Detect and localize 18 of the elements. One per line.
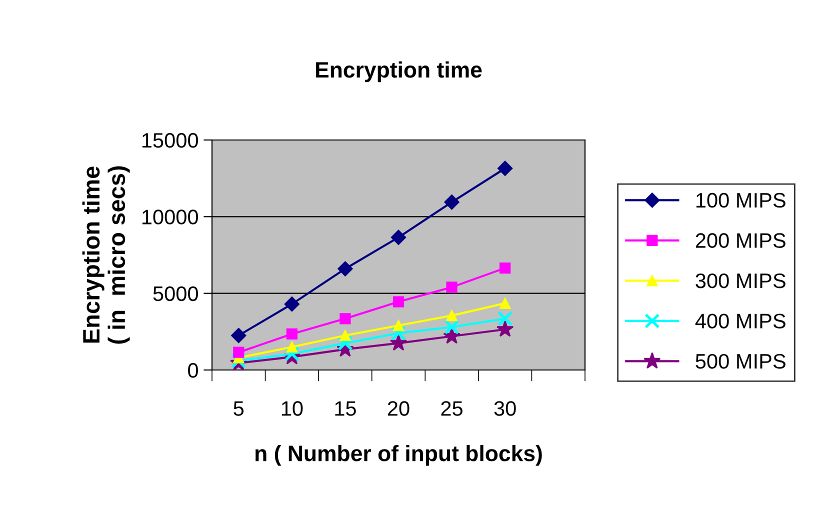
x-tick-label: 5: [234, 401, 244, 416]
y-axis-title: Encryption time ( in micro secs): [82, 166, 130, 344]
x-tick-label: 30: [494, 401, 516, 416]
y-tick-label: 15000: [142, 133, 198, 148]
legend-label: 100 MIPS: [696, 192, 786, 208]
legend-label: 400 MIPS: [695, 314, 786, 328]
x-tick-label: 20: [388, 401, 410, 416]
legend-label: 200 MIPS: [696, 233, 786, 248]
y-tick-label: 10000: [142, 210, 198, 224]
y-tick-label: 5000: [153, 286, 198, 302]
legend-label: 300 MIPS: [696, 273, 786, 288]
x-tick-label: 25: [441, 401, 462, 416]
x-axis-title: n ( Number of input blocks): [256, 444, 542, 466]
chart-title: Encryption time: [316, 61, 482, 82]
x-tick-label: 15: [335, 401, 356, 416]
x-tick-label: 10: [282, 401, 303, 416]
y-tick-label: 0: [188, 363, 198, 378]
legend-label: 500 MIPS: [696, 354, 786, 369]
